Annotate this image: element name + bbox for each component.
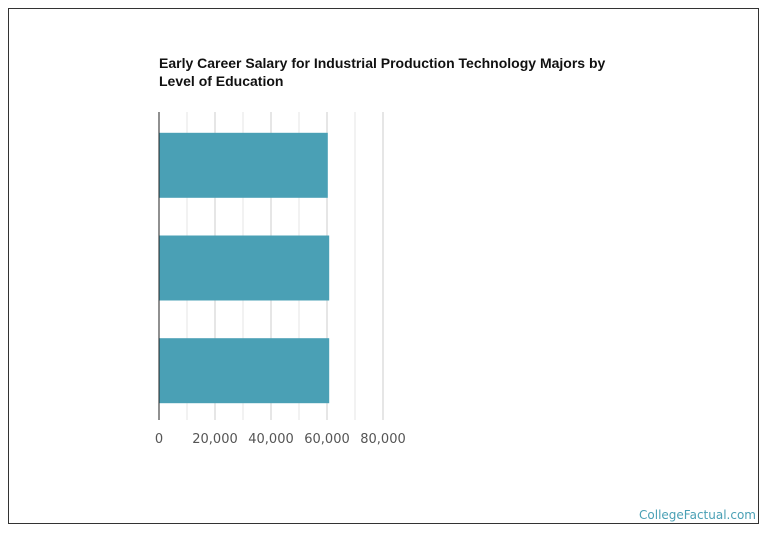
x-axis-ticks: 0 20,000 40,000 60,000 80,000 <box>155 432 406 447</box>
chart-title: Early Career Salary for Industrial Produ… <box>159 55 606 89</box>
bar <box>159 338 330 404</box>
x-tick-label: 60,000 <box>304 432 350 447</box>
bar <box>159 235 330 301</box>
bars <box>159 132 330 404</box>
watermark-text: CollegeFactual.com <box>639 508 756 522</box>
x-tick-label: 80,000 <box>360 432 406 447</box>
bar <box>159 132 328 198</box>
x-tick-label: 0 <box>155 432 163 447</box>
x-tick-label: 20,000 <box>192 432 238 447</box>
x-tick-label: 40,000 <box>248 432 294 447</box>
